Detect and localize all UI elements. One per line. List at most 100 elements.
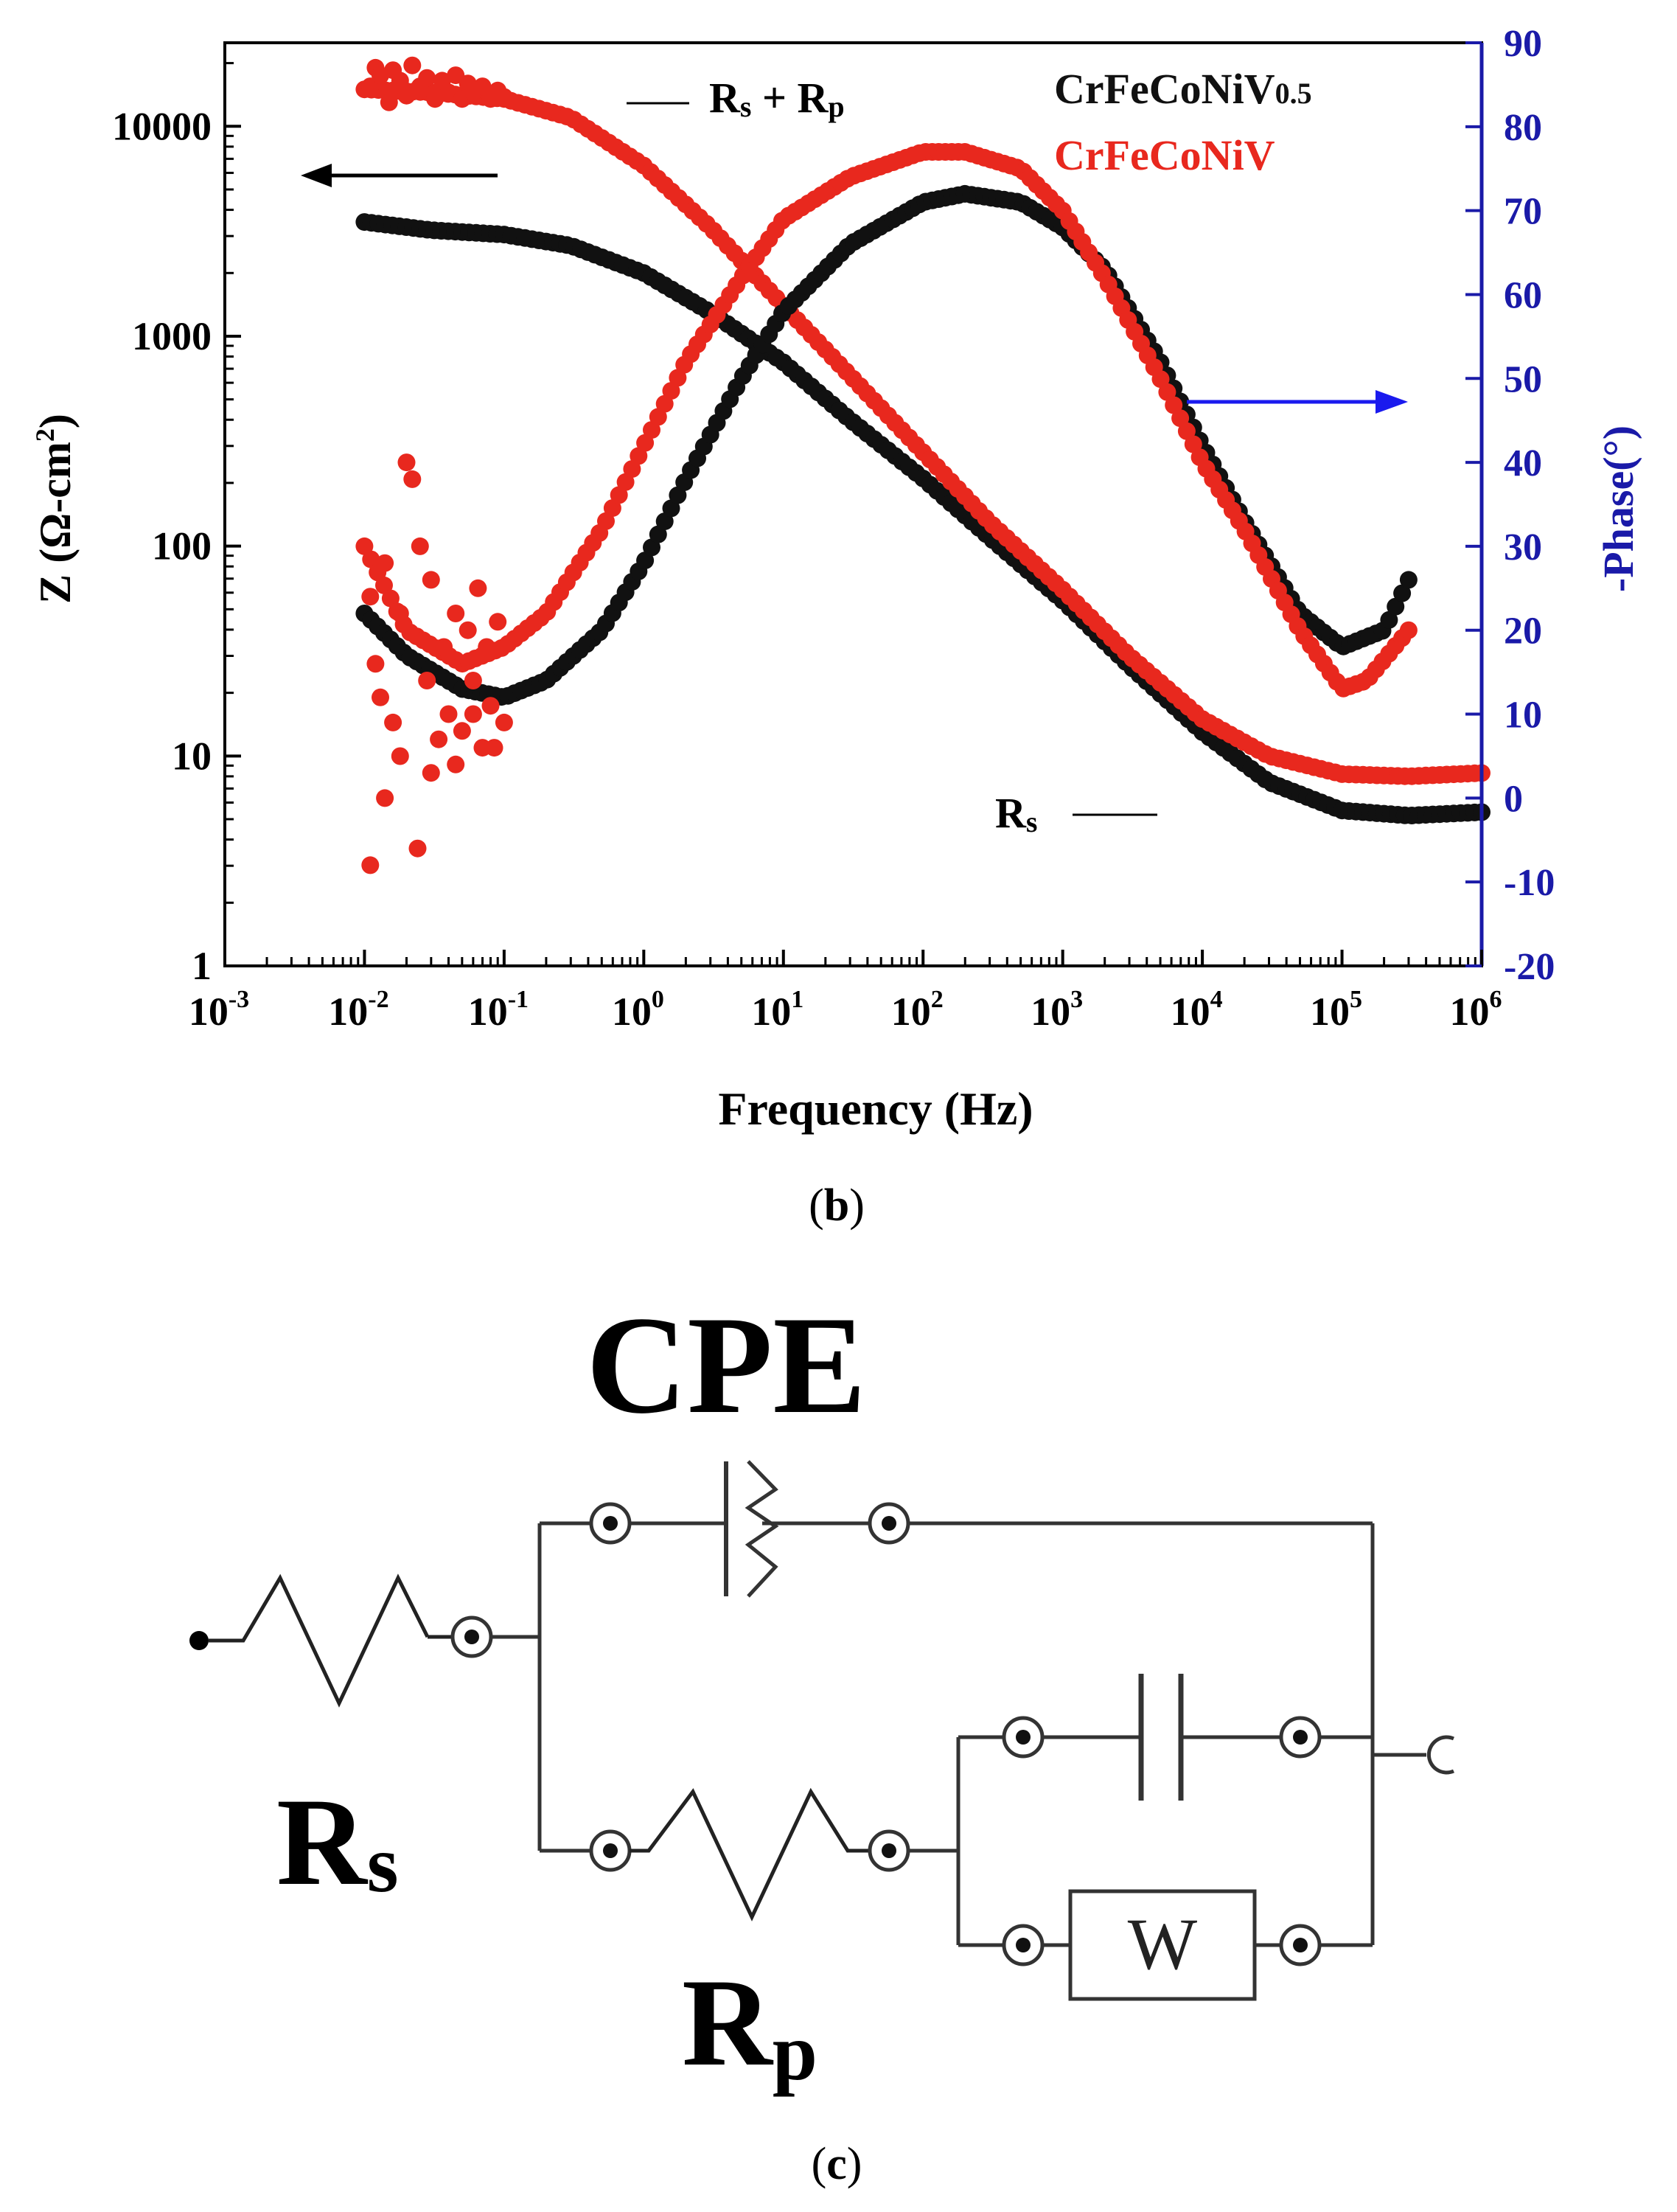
rp-right-terminal xyxy=(868,1829,910,1872)
y2-tick-label: 20 xyxy=(1504,611,1542,653)
data-point xyxy=(630,447,648,465)
data-point xyxy=(459,621,477,639)
data-point xyxy=(375,576,393,594)
data-point xyxy=(473,77,492,96)
y2-tick-label: -20 xyxy=(1504,946,1555,988)
data-point xyxy=(391,747,409,765)
data-point xyxy=(380,93,398,111)
data-point xyxy=(426,90,444,108)
data-point xyxy=(1158,383,1176,401)
x-tick-label: 101 xyxy=(751,986,803,1034)
x-tick-label: 10-3 xyxy=(189,986,249,1034)
data-point xyxy=(655,512,674,531)
data-point xyxy=(381,589,400,608)
data-point xyxy=(489,613,507,631)
data-point xyxy=(597,512,615,530)
data-point xyxy=(447,755,465,773)
cpe-label: CPE xyxy=(586,1288,866,1443)
data-point xyxy=(464,672,482,689)
data-point xyxy=(422,571,440,589)
input-terminal-dot xyxy=(189,1631,209,1650)
red-impedance-scatter xyxy=(361,56,513,111)
data-point xyxy=(1184,435,1202,453)
data-point xyxy=(411,537,429,555)
data-point xyxy=(418,672,436,689)
data-point xyxy=(478,638,496,656)
y2-tick-label: 40 xyxy=(1504,442,1542,484)
data-point xyxy=(418,69,436,87)
y-tick-label: 1000 xyxy=(132,314,212,358)
data-point xyxy=(376,789,394,807)
data-point xyxy=(495,88,513,106)
data-point xyxy=(662,382,680,400)
data-point xyxy=(391,72,409,90)
data-point xyxy=(623,460,641,479)
data-point xyxy=(430,730,448,748)
data-point xyxy=(495,713,513,731)
y-tick-label: 1 xyxy=(192,944,212,988)
data-point xyxy=(1177,422,1196,440)
equivalent-circuit-diagram: CPE xyxy=(189,1288,1454,2097)
circuit-rp-label: Rp xyxy=(682,1953,817,2097)
data-point xyxy=(1399,621,1418,639)
data-point xyxy=(643,421,660,439)
data-point xyxy=(603,499,621,518)
legend-crfeconiv: CrFeCoNiV xyxy=(1054,131,1275,179)
data-point xyxy=(376,554,394,572)
y-axis-title: Z (Ω-cm2) xyxy=(30,414,80,604)
cpe-element-icon xyxy=(724,1460,870,1598)
data-point xyxy=(361,856,380,874)
data-point xyxy=(1380,611,1398,629)
cpe-left-terminal xyxy=(589,1502,632,1545)
series-3 xyxy=(355,143,1418,698)
left-arrow-icon xyxy=(301,164,498,187)
data-point xyxy=(453,722,471,740)
circuit-rs-label: Rs xyxy=(276,1773,399,1911)
data-point xyxy=(464,705,482,723)
data-point xyxy=(391,605,409,622)
data-point xyxy=(662,499,680,518)
data-point xyxy=(447,605,465,622)
data-point xyxy=(355,537,374,555)
x-tick-label: 102 xyxy=(891,986,944,1034)
data-point xyxy=(422,764,440,782)
x-tick-label: 10-1 xyxy=(468,986,529,1034)
data-point xyxy=(384,713,402,731)
rp-resistor xyxy=(630,1787,870,1921)
data-point xyxy=(469,579,487,597)
data-point xyxy=(485,739,503,757)
w-right-terminal xyxy=(1279,1924,1322,1966)
rs-resistor xyxy=(209,1573,430,1708)
output-terminal-icon xyxy=(1426,1735,1454,1775)
y-tick-label: 10000 xyxy=(112,104,212,148)
y2-tick-label: 80 xyxy=(1504,107,1542,149)
data-point xyxy=(439,83,458,102)
y2-tick-label: -10 xyxy=(1504,862,1555,904)
figure-c-caption: (c) xyxy=(811,2139,862,2189)
data-point xyxy=(435,638,453,656)
x-tick-label: 100 xyxy=(612,986,664,1034)
data-point xyxy=(616,473,635,491)
y2-tick-label: 50 xyxy=(1504,358,1542,400)
data-point xyxy=(397,86,416,105)
y2-tick-label: 30 xyxy=(1504,526,1542,568)
data-point xyxy=(397,453,416,472)
data-point xyxy=(1399,571,1418,589)
figure-b-caption: (b) xyxy=(809,1180,865,1231)
y2-tick-label: 90 xyxy=(1504,23,1542,65)
data-point xyxy=(481,697,500,715)
data-point xyxy=(1387,597,1405,616)
y2-tick-label: 60 xyxy=(1504,274,1542,316)
data-point xyxy=(366,655,385,673)
capacitor-icon xyxy=(1042,1674,1280,1801)
x-tick-label: 106 xyxy=(1450,986,1502,1034)
y2-tick-label: 0 xyxy=(1504,778,1523,820)
warburg-label: W xyxy=(1128,1903,1198,1985)
impedance-bode-chart: 10-3 10-2 10-1 100 101 102 103 104 105 1061101001… xyxy=(30,23,1642,1135)
x-tick-label: 105 xyxy=(1310,986,1362,1034)
data-point xyxy=(636,552,655,570)
x-tick-label: 10-2 xyxy=(328,986,388,1034)
y2-axis-title: -Phase(°) xyxy=(1594,425,1642,592)
cap-right-terminal xyxy=(1279,1716,1322,1759)
rs-label: Rs xyxy=(995,789,1037,838)
